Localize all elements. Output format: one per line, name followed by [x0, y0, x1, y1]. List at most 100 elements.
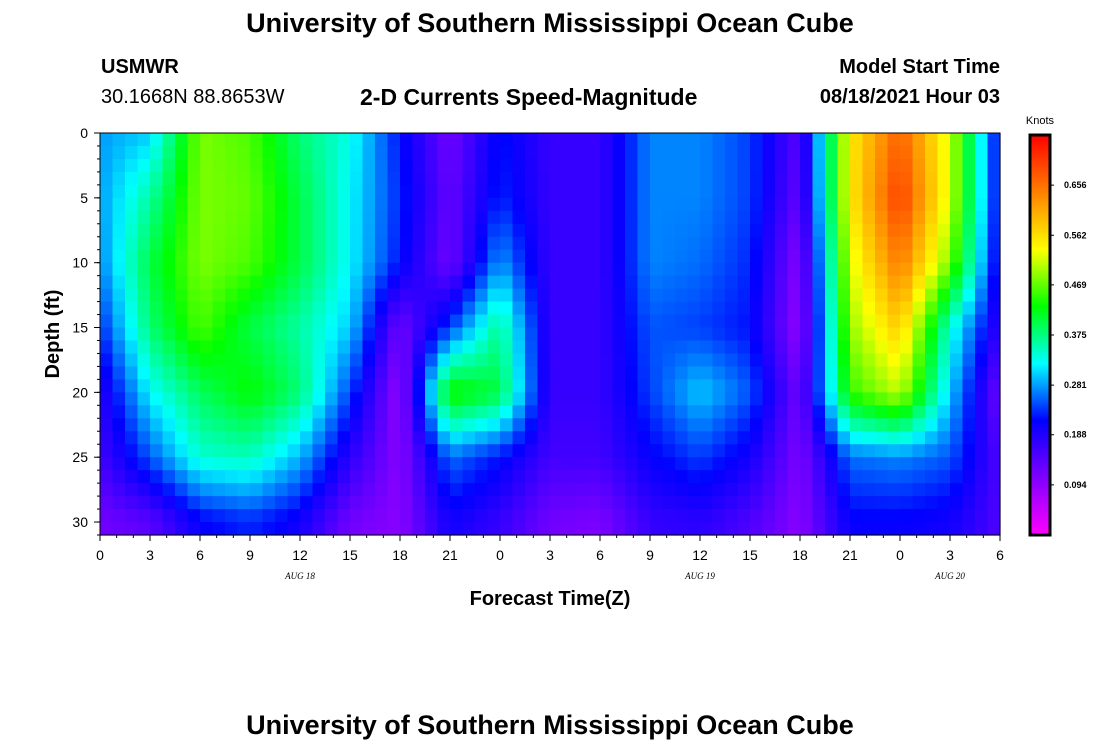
heatmap-cell [112, 158, 126, 173]
heatmap-cell [525, 262, 539, 277]
x-tick-label: 9 [246, 547, 254, 563]
heatmap-cell [500, 314, 514, 329]
heatmap-cell [975, 379, 989, 393]
heatmap-cell [475, 444, 489, 458]
heatmap-cell [900, 327, 914, 342]
heatmap-cell [250, 158, 264, 173]
heatmap-cell [962, 405, 976, 419]
heatmap-cell [237, 301, 251, 316]
heatmap-cell [200, 184, 214, 199]
heatmap-cell [100, 340, 114, 355]
heatmap-cell [625, 418, 639, 432]
heatmap-cell [162, 509, 176, 523]
heatmap-cell [612, 249, 626, 264]
heatmap-cell [287, 210, 301, 225]
heatmap-cell [137, 444, 151, 458]
heatmap-cell [162, 145, 176, 160]
heatmap-cell [400, 236, 414, 251]
heatmap-cell [825, 431, 839, 445]
heatmap-cell [800, 223, 814, 238]
heatmap-cell [375, 444, 389, 458]
heatmap-cell [800, 431, 814, 445]
colorbar-tick-label: 0.188 [1064, 430, 1087, 440]
heatmap-cell [400, 288, 414, 303]
heatmap-cell [225, 275, 239, 290]
heatmap-cell [412, 366, 426, 380]
heatmap-cell [150, 470, 164, 484]
heatmap-cell [175, 158, 189, 173]
heatmap-cell [387, 509, 401, 523]
heatmap-cell [775, 431, 789, 445]
heatmap-cell [725, 301, 739, 316]
heatmap-cell [487, 197, 501, 212]
heatmap-cell [812, 379, 826, 393]
heatmap-cell [150, 366, 164, 380]
heatmap-cell [725, 483, 739, 497]
heatmap-cell [537, 236, 551, 251]
heatmap-cell [987, 301, 1001, 316]
heatmap-cell [562, 210, 576, 225]
heatmap-cell [912, 366, 926, 380]
heatmap-cell [562, 197, 576, 212]
heatmap-cell [650, 262, 664, 277]
heatmap-cell [862, 444, 876, 458]
heatmap-cell [187, 366, 201, 380]
heatmap-cell [725, 470, 739, 484]
heatmap-cell [225, 145, 239, 160]
heatmap-cell [937, 340, 951, 355]
heatmap-cell [900, 314, 914, 329]
heatmap-cell [375, 210, 389, 225]
x-tick-label: 0 [96, 547, 104, 563]
heatmap-cell [437, 431, 451, 445]
heatmap-cell [437, 275, 451, 290]
heatmap-cell [412, 353, 426, 368]
heatmap-cell [925, 392, 939, 406]
heatmap-cell [500, 171, 514, 186]
heatmap-cell [475, 301, 489, 316]
heatmap-cell [212, 366, 226, 380]
heatmap-cell [375, 223, 389, 238]
heatmap-cell [525, 457, 539, 471]
heatmap-cell [875, 327, 889, 342]
heatmap-cell [750, 418, 764, 432]
heatmap-cell [975, 197, 989, 212]
heatmap-cell [537, 457, 551, 471]
heatmap-cell [450, 470, 464, 484]
heatmap-cell [262, 158, 276, 173]
heatmap-cell [237, 392, 251, 406]
heatmap-cell [750, 522, 764, 536]
heatmap-cell [312, 301, 326, 316]
heatmap-cell [300, 210, 314, 225]
heatmap-cell [975, 184, 989, 199]
heatmap-cell [287, 366, 301, 380]
heatmap-cell [312, 522, 326, 536]
heatmap-cell [600, 340, 614, 355]
heatmap-cell [337, 470, 351, 484]
heatmap-cell [637, 158, 651, 173]
heatmap-cell [537, 483, 551, 497]
heatmap-cell [975, 353, 989, 368]
heatmap-cell [762, 470, 776, 484]
heatmap-cell [525, 522, 539, 536]
heatmap-cell [200, 171, 214, 186]
heatmap-cell [950, 301, 964, 316]
heatmap-cell [975, 133, 989, 147]
heatmap-cell [712, 301, 726, 316]
heatmap-cell [475, 223, 489, 238]
heatmap-cell [862, 392, 876, 406]
heatmap-cell [800, 405, 814, 419]
heatmap-cell [800, 145, 814, 160]
heatmap-cell [875, 353, 889, 368]
heatmap-cell [912, 236, 926, 251]
heatmap-cell [500, 379, 514, 393]
heatmap-cell [587, 366, 601, 380]
colorbar-tick-label: 0.656 [1064, 180, 1087, 190]
heatmap-cell [450, 509, 464, 523]
heatmap-cell [262, 314, 276, 329]
heatmap-cell [325, 470, 339, 484]
heatmap-cell [850, 314, 864, 329]
heatmap-cell [712, 184, 726, 199]
heatmap-cell [825, 249, 839, 264]
heatmap-cell [425, 340, 439, 355]
heatmap-cell [775, 249, 789, 264]
